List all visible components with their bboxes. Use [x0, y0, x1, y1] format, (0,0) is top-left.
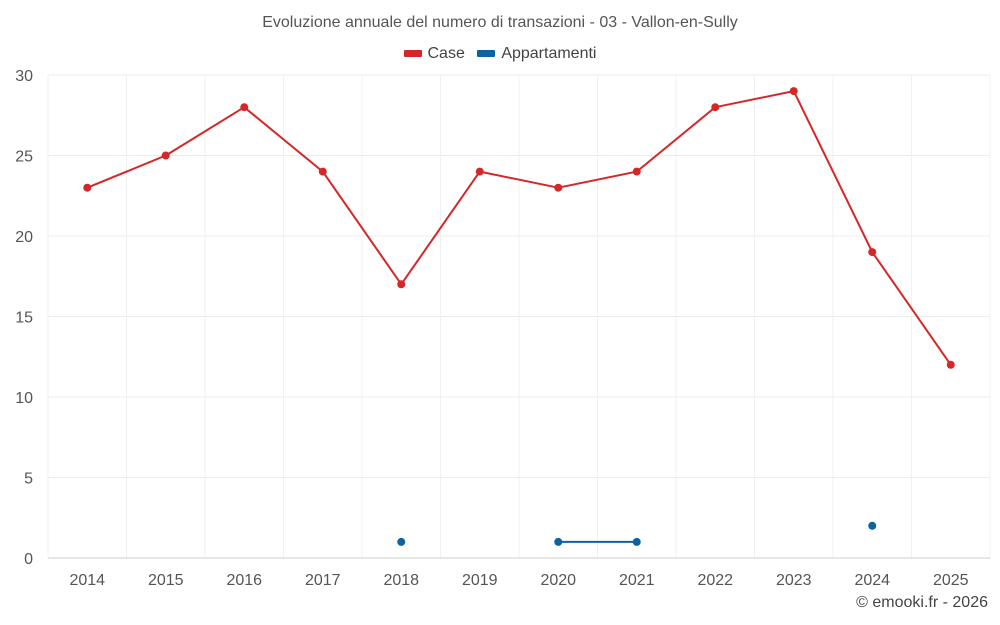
data-point-appartamenti-2024: [868, 521, 877, 530]
series-line-case-2024: [871, 251, 952, 366]
legend-label-appartamenti: Appartamenti: [501, 44, 597, 62]
legend-item-appartamenti[interactable]: Appartamenti: [477, 45, 596, 63]
series-line-case-2014: [86, 154, 167, 189]
x-tick-label-2014: 2014: [69, 572, 105, 589]
y-tick-label-10: 10: [15, 390, 33, 407]
data-point-case-2025: [946, 360, 955, 369]
legend-label-case: Case: [427, 44, 465, 62]
series-line-case-2016: [243, 106, 324, 173]
data-point-case-2019: [475, 167, 484, 176]
y-tick-label-15: 15: [15, 310, 33, 327]
x-tick-label-2015: 2015: [148, 572, 184, 589]
legend-item-case[interactable]: Case: [403, 44, 465, 63]
y-tick-label-0: 0: [24, 551, 33, 568]
x-tick-label-2021: 2021: [619, 572, 655, 589]
data-point-case-2018: [397, 280, 406, 289]
legend: Case Appartamenti: [0, 44, 1000, 63]
series-line-case-2017: [321, 170, 403, 286]
series-line-case-2021: [635, 106, 717, 173]
chart-title: Evoluzione annuale del numero di transaz…: [262, 14, 738, 31]
data-point-case-2024: [868, 248, 877, 257]
x-tick-label-2019: 2019: [462, 572, 498, 589]
data-point-appartamenti-2018: [397, 537, 406, 546]
data-point-appartamenti-2021: [632, 537, 641, 546]
data-point-case-2016: [240, 103, 249, 112]
x-tick-label-2025: 2025: [933, 572, 969, 589]
legend-swatch-case: [403, 50, 422, 57]
y-tick-label-30: 30: [15, 68, 33, 85]
data-point-case-2020: [554, 183, 563, 192]
x-tick-label-2017: 2017: [305, 572, 341, 589]
data-point-case-2021: [632, 167, 641, 176]
y-tick-label-25: 25: [15, 149, 33, 166]
credit-text: © emooki.fr - 2026: [856, 594, 988, 611]
data-point-case-2023: [789, 87, 798, 96]
data-point-case-2022: [711, 103, 720, 112]
data-point-appartamenti-2020: [554, 537, 563, 546]
x-tick-label-2024: 2024: [854, 572, 890, 589]
y-tick-label-20: 20: [15, 229, 33, 246]
x-tick-label-2022: 2022: [697, 572, 733, 589]
data-point-case-2017: [318, 167, 327, 176]
data-point-case-2014: [83, 183, 92, 192]
x-tick-label-2016: 2016: [226, 572, 262, 589]
x-tick-label-2018: 2018: [383, 572, 419, 589]
x-tick-label-2023: 2023: [776, 572, 812, 589]
series-line-case-2018: [400, 170, 481, 286]
y-tick-label-5: 5: [24, 471, 33, 488]
series-line-case-2015: [164, 106, 246, 157]
series-line-case-2019: [478, 170, 560, 189]
series-line-case-2020: [557, 170, 638, 189]
series-line-case-2023: [792, 90, 874, 254]
x-tick-label-2020: 2020: [540, 572, 576, 589]
legend-swatch-appartamenti: [477, 50, 496, 57]
series-line-case-2022: [714, 90, 795, 109]
data-point-case-2015: [161, 151, 170, 160]
